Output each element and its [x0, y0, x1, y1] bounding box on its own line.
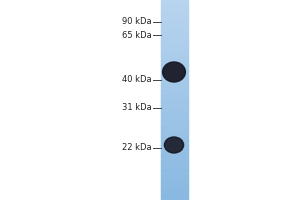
Bar: [160, 182, 188, 186]
Bar: [160, 140, 188, 143]
Bar: [160, 190, 188, 193]
Bar: [160, 195, 188, 198]
Bar: [160, 2, 188, 5]
Bar: [160, 162, 188, 166]
Bar: [160, 65, 188, 68]
Bar: [160, 138, 188, 140]
Bar: [160, 95, 188, 98]
Bar: [160, 90, 188, 93]
Bar: [160, 128, 188, 130]
Text: 40 kDa: 40 kDa: [122, 75, 152, 84]
Bar: [160, 0, 188, 3]
Bar: [160, 77, 188, 80]
Bar: [160, 155, 188, 158]
Bar: [160, 10, 188, 13]
Bar: [160, 175, 188, 178]
Bar: [160, 70, 188, 73]
Bar: [160, 32, 188, 36]
Text: 31 kDa: 31 kDa: [122, 104, 152, 112]
Bar: [160, 80, 188, 83]
Bar: [160, 25, 188, 28]
Bar: [160, 18, 188, 21]
Bar: [160, 110, 188, 113]
Bar: [160, 68, 188, 71]
Bar: [160, 152, 188, 156]
Bar: [160, 130, 188, 133]
Bar: [160, 100, 188, 103]
Bar: [160, 43, 188, 46]
Bar: [160, 40, 188, 43]
Bar: [160, 185, 188, 188]
Bar: [160, 178, 188, 180]
Bar: [160, 12, 188, 16]
Bar: [160, 45, 188, 48]
Bar: [160, 148, 188, 150]
Bar: [160, 98, 188, 100]
Bar: [160, 50, 188, 53]
Bar: [160, 52, 188, 55]
Bar: [160, 120, 188, 123]
Bar: [160, 188, 188, 190]
Bar: [160, 105, 188, 108]
Bar: [160, 35, 188, 38]
Bar: [160, 72, 188, 75]
Bar: [160, 168, 188, 170]
Ellipse shape: [163, 62, 185, 82]
Bar: [160, 47, 188, 50]
Bar: [160, 102, 188, 106]
Bar: [160, 85, 188, 88]
Bar: [160, 150, 188, 153]
Bar: [160, 38, 188, 40]
Bar: [160, 145, 188, 148]
Bar: [160, 117, 188, 120]
Bar: [160, 135, 188, 138]
Bar: [160, 160, 188, 163]
Bar: [160, 75, 188, 78]
Bar: [160, 132, 188, 136]
Bar: [160, 7, 188, 10]
Bar: [160, 172, 188, 176]
Bar: [160, 58, 188, 60]
Bar: [160, 20, 188, 23]
Bar: [160, 142, 188, 146]
Bar: [160, 27, 188, 30]
Bar: [160, 62, 188, 66]
Bar: [160, 115, 188, 118]
Bar: [160, 92, 188, 96]
Bar: [160, 82, 188, 86]
Bar: [160, 125, 188, 128]
Bar: [160, 158, 188, 160]
Bar: [160, 112, 188, 115]
Bar: [160, 198, 188, 200]
Ellipse shape: [164, 137, 184, 153]
Bar: [160, 192, 188, 196]
Bar: [160, 60, 188, 63]
Text: 22 kDa: 22 kDa: [122, 144, 152, 152]
Bar: [160, 5, 188, 8]
Bar: [160, 30, 188, 33]
Text: 65 kDa: 65 kDa: [122, 30, 152, 40]
Bar: [160, 165, 188, 168]
Bar: [160, 15, 188, 18]
Text: 90 kDa: 90 kDa: [122, 18, 152, 26]
Bar: [160, 55, 188, 58]
Bar: [160, 22, 188, 25]
Bar: [160, 170, 188, 173]
Bar: [160, 180, 188, 183]
Bar: [160, 88, 188, 90]
Bar: [160, 108, 188, 110]
Bar: [160, 122, 188, 126]
